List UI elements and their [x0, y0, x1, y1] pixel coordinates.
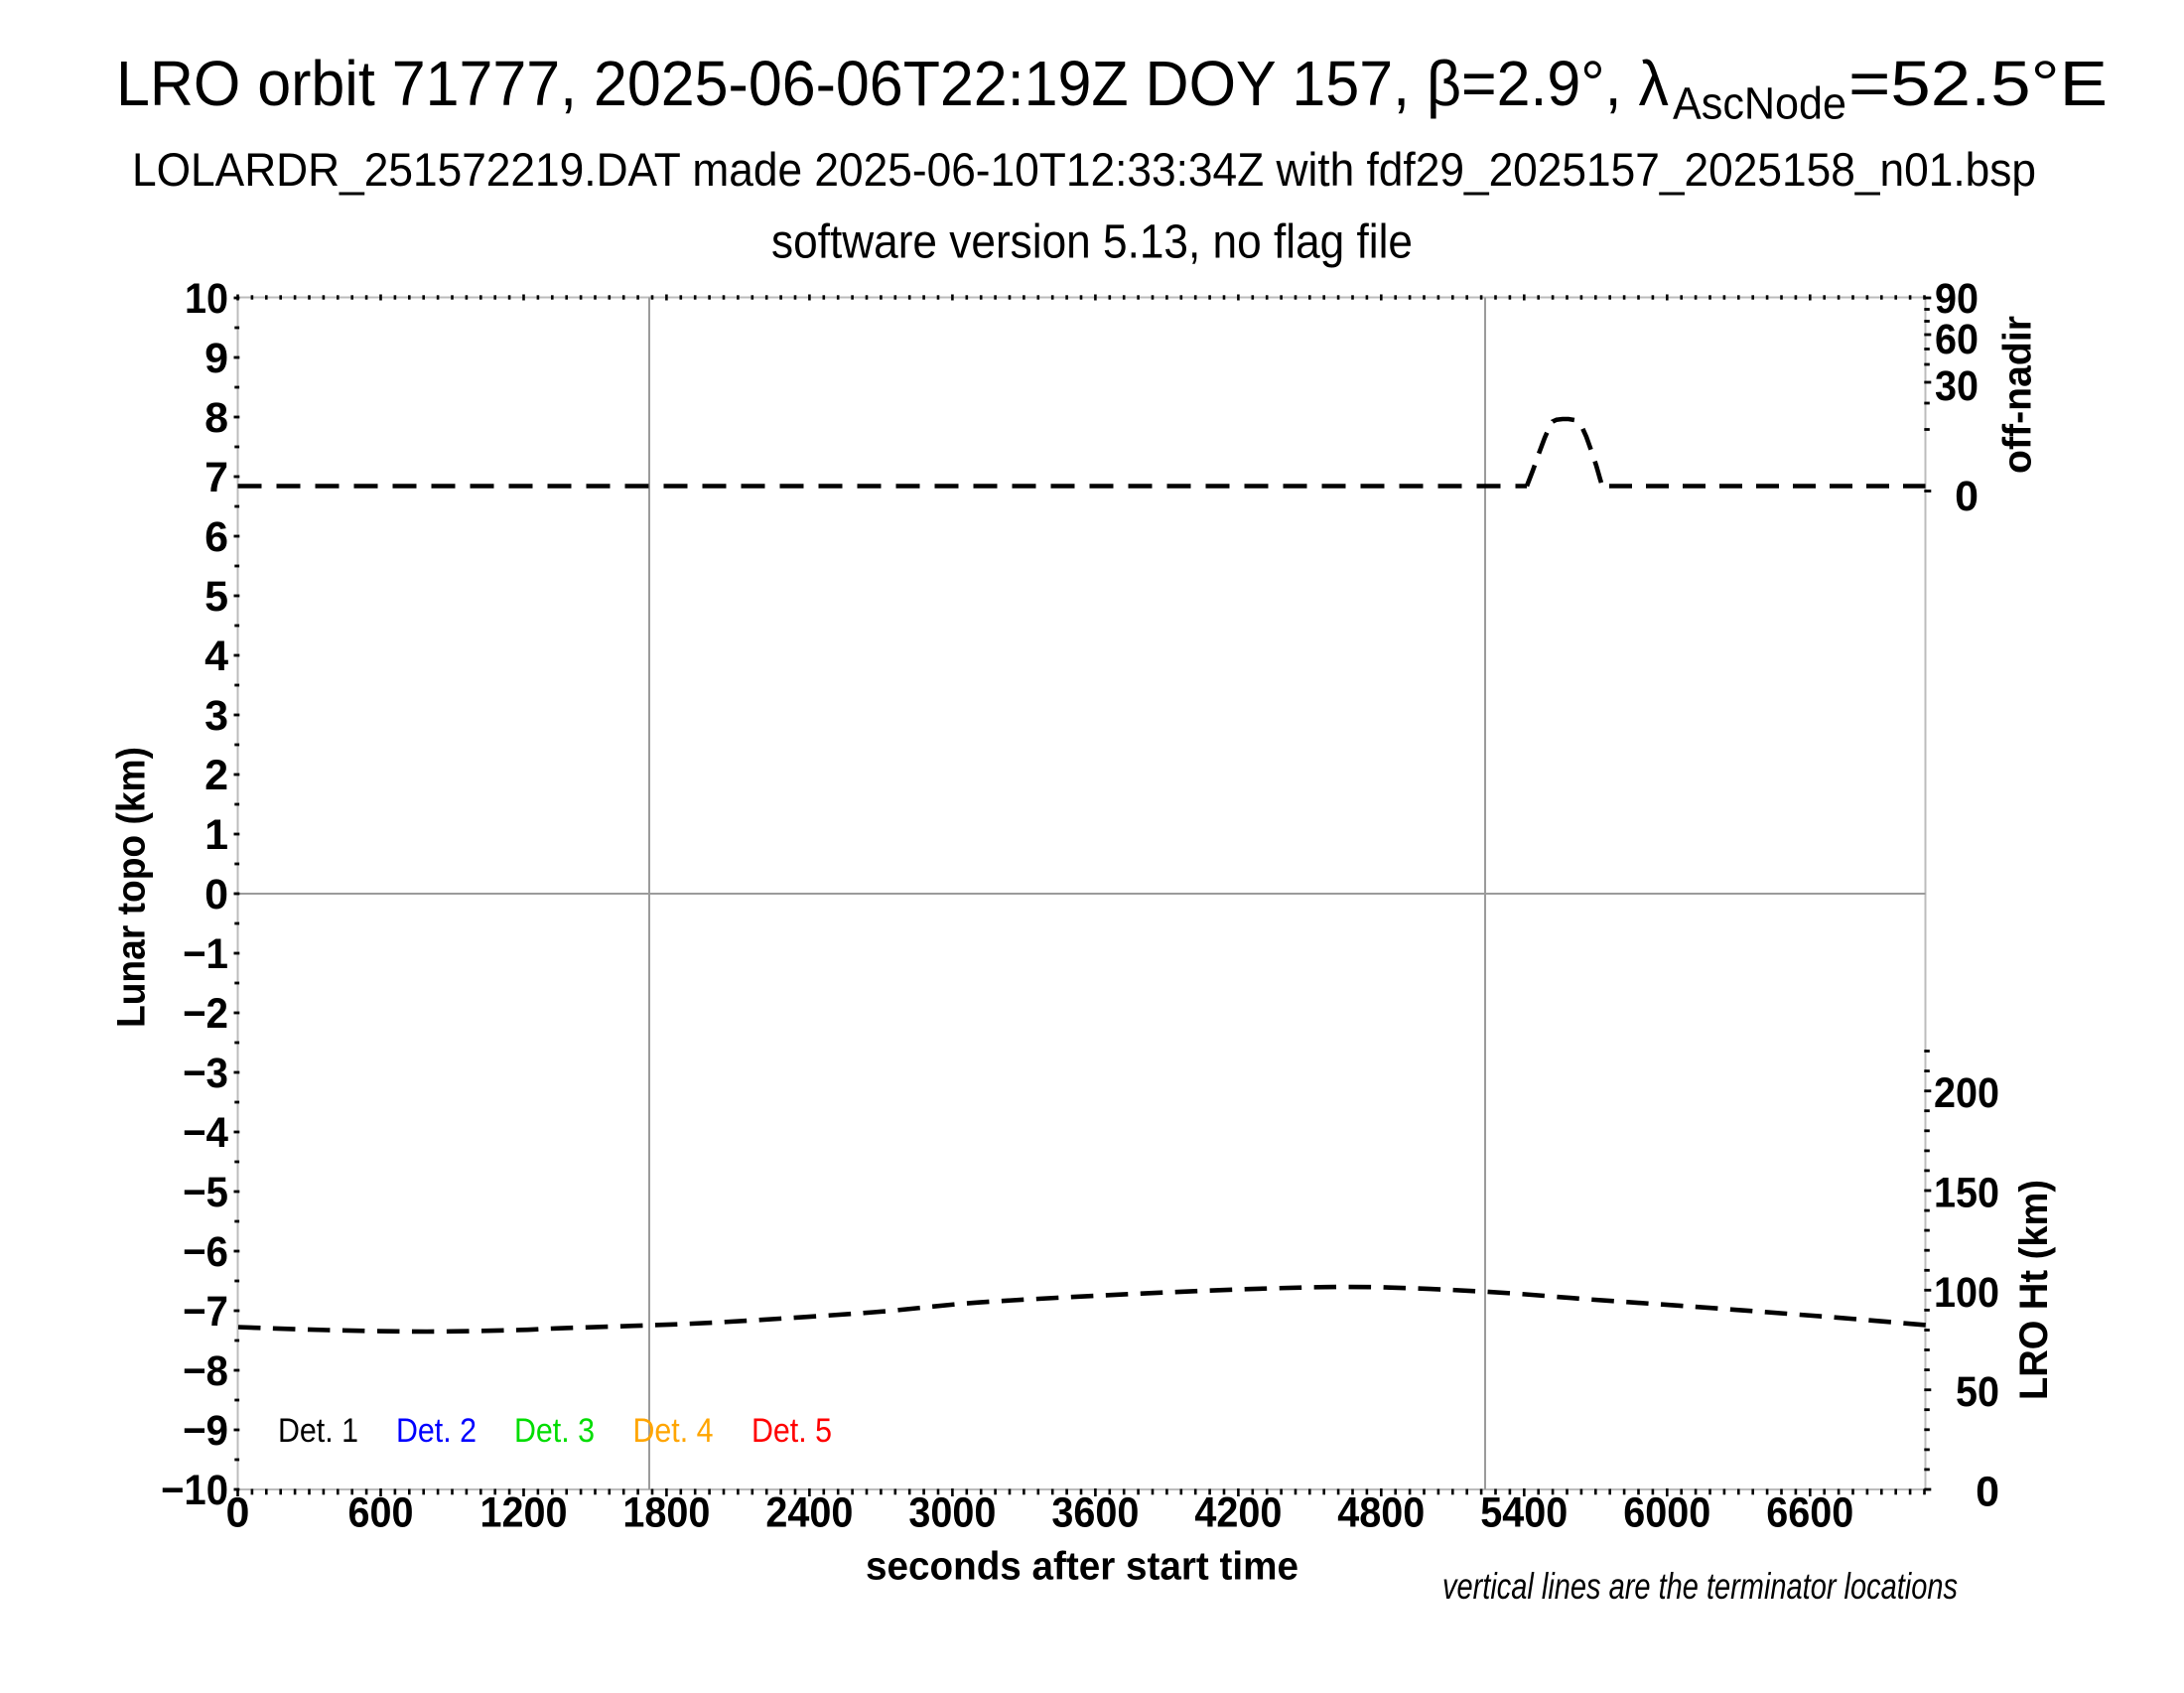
svg-text:off-nadir: off-nadir	[1996, 316, 2040, 474]
svg-text:seconds after start time: seconds after start time	[866, 1545, 1298, 1589]
svg-text:3000: 3000	[908, 1489, 996, 1537]
svg-text:4800: 4800	[1337, 1489, 1425, 1537]
svg-text:9: 9	[205, 335, 228, 382]
svg-text:0: 0	[1976, 1469, 1999, 1516]
svg-text:2400: 2400	[765, 1489, 853, 1537]
svg-text:−10: −10	[161, 1467, 228, 1514]
svg-text:−3: −3	[183, 1050, 228, 1097]
svg-text:Det. 5: Det. 5	[751, 1412, 832, 1450]
svg-text:software version 5.13, no flag: software version 5.13, no flag file	[771, 216, 1413, 269]
svg-text:−1: −1	[183, 930, 228, 978]
svg-text:7: 7	[205, 454, 228, 501]
svg-text:4200: 4200	[1194, 1489, 1282, 1537]
svg-text:−7: −7	[183, 1288, 228, 1336]
svg-text:LRO Ht (km): LRO Ht (km)	[2012, 1180, 2056, 1400]
svg-text:600: 600	[348, 1489, 414, 1537]
svg-text:0: 0	[1955, 473, 1979, 520]
svg-text:=52.5°E: =52.5°E	[1848, 48, 2108, 119]
svg-text:60: 60	[1935, 316, 1979, 363]
svg-text:30: 30	[1935, 362, 1979, 410]
svg-text:−5: −5	[183, 1169, 228, 1216]
svg-text:Det. 3: Det. 3	[514, 1412, 595, 1450]
svg-text:0: 0	[226, 1489, 250, 1537]
svg-text:100: 100	[1934, 1269, 1999, 1317]
svg-text:LRO orbit 71777, 2025-06-06T22: LRO orbit 71777, 2025-06-06T22:19Z DOY 1…	[116, 48, 1669, 119]
svg-text:0: 0	[205, 871, 228, 918]
svg-text:3600: 3600	[1051, 1489, 1139, 1537]
svg-text:LOLARDR_251572219.DAT made 202: LOLARDR_251572219.DAT made 2025-06-10T12…	[132, 143, 2036, 196]
svg-text:AscNode: AscNode	[1673, 78, 1846, 129]
svg-text:1: 1	[205, 811, 228, 859]
svg-text:5: 5	[205, 573, 228, 621]
svg-text:150: 150	[1934, 1170, 1999, 1217]
svg-text:6: 6	[205, 513, 228, 561]
svg-text:5400: 5400	[1480, 1489, 1568, 1537]
svg-text:−2: −2	[183, 990, 228, 1038]
svg-text:Det. 4: Det. 4	[633, 1412, 714, 1450]
svg-text:−8: −8	[183, 1347, 228, 1395]
svg-text:vertical lines are the termina: vertical lines are the terminator locati…	[1442, 1566, 1958, 1607]
svg-text:−4: −4	[183, 1109, 228, 1157]
svg-text:50: 50	[1956, 1368, 1999, 1416]
svg-text:6600: 6600	[1766, 1489, 1853, 1537]
svg-text:90: 90	[1935, 275, 1979, 323]
svg-text:1200: 1200	[480, 1489, 568, 1537]
svg-text:3: 3	[205, 692, 228, 740]
svg-text:200: 200	[1934, 1069, 1999, 1117]
svg-text:2: 2	[205, 752, 228, 799]
svg-text:Lunar topo (km): Lunar topo (km)	[110, 747, 154, 1028]
svg-text:Det. 1: Det. 1	[278, 1412, 358, 1450]
svg-text:10: 10	[185, 275, 228, 323]
svg-text:4: 4	[205, 633, 228, 680]
svg-text:8: 8	[205, 394, 228, 442]
svg-text:1800: 1800	[622, 1489, 710, 1537]
svg-text:−6: −6	[183, 1228, 228, 1276]
svg-text:6000: 6000	[1623, 1489, 1710, 1537]
svg-text:Det. 2: Det. 2	[396, 1412, 477, 1450]
svg-text:−9: −9	[183, 1407, 228, 1455]
